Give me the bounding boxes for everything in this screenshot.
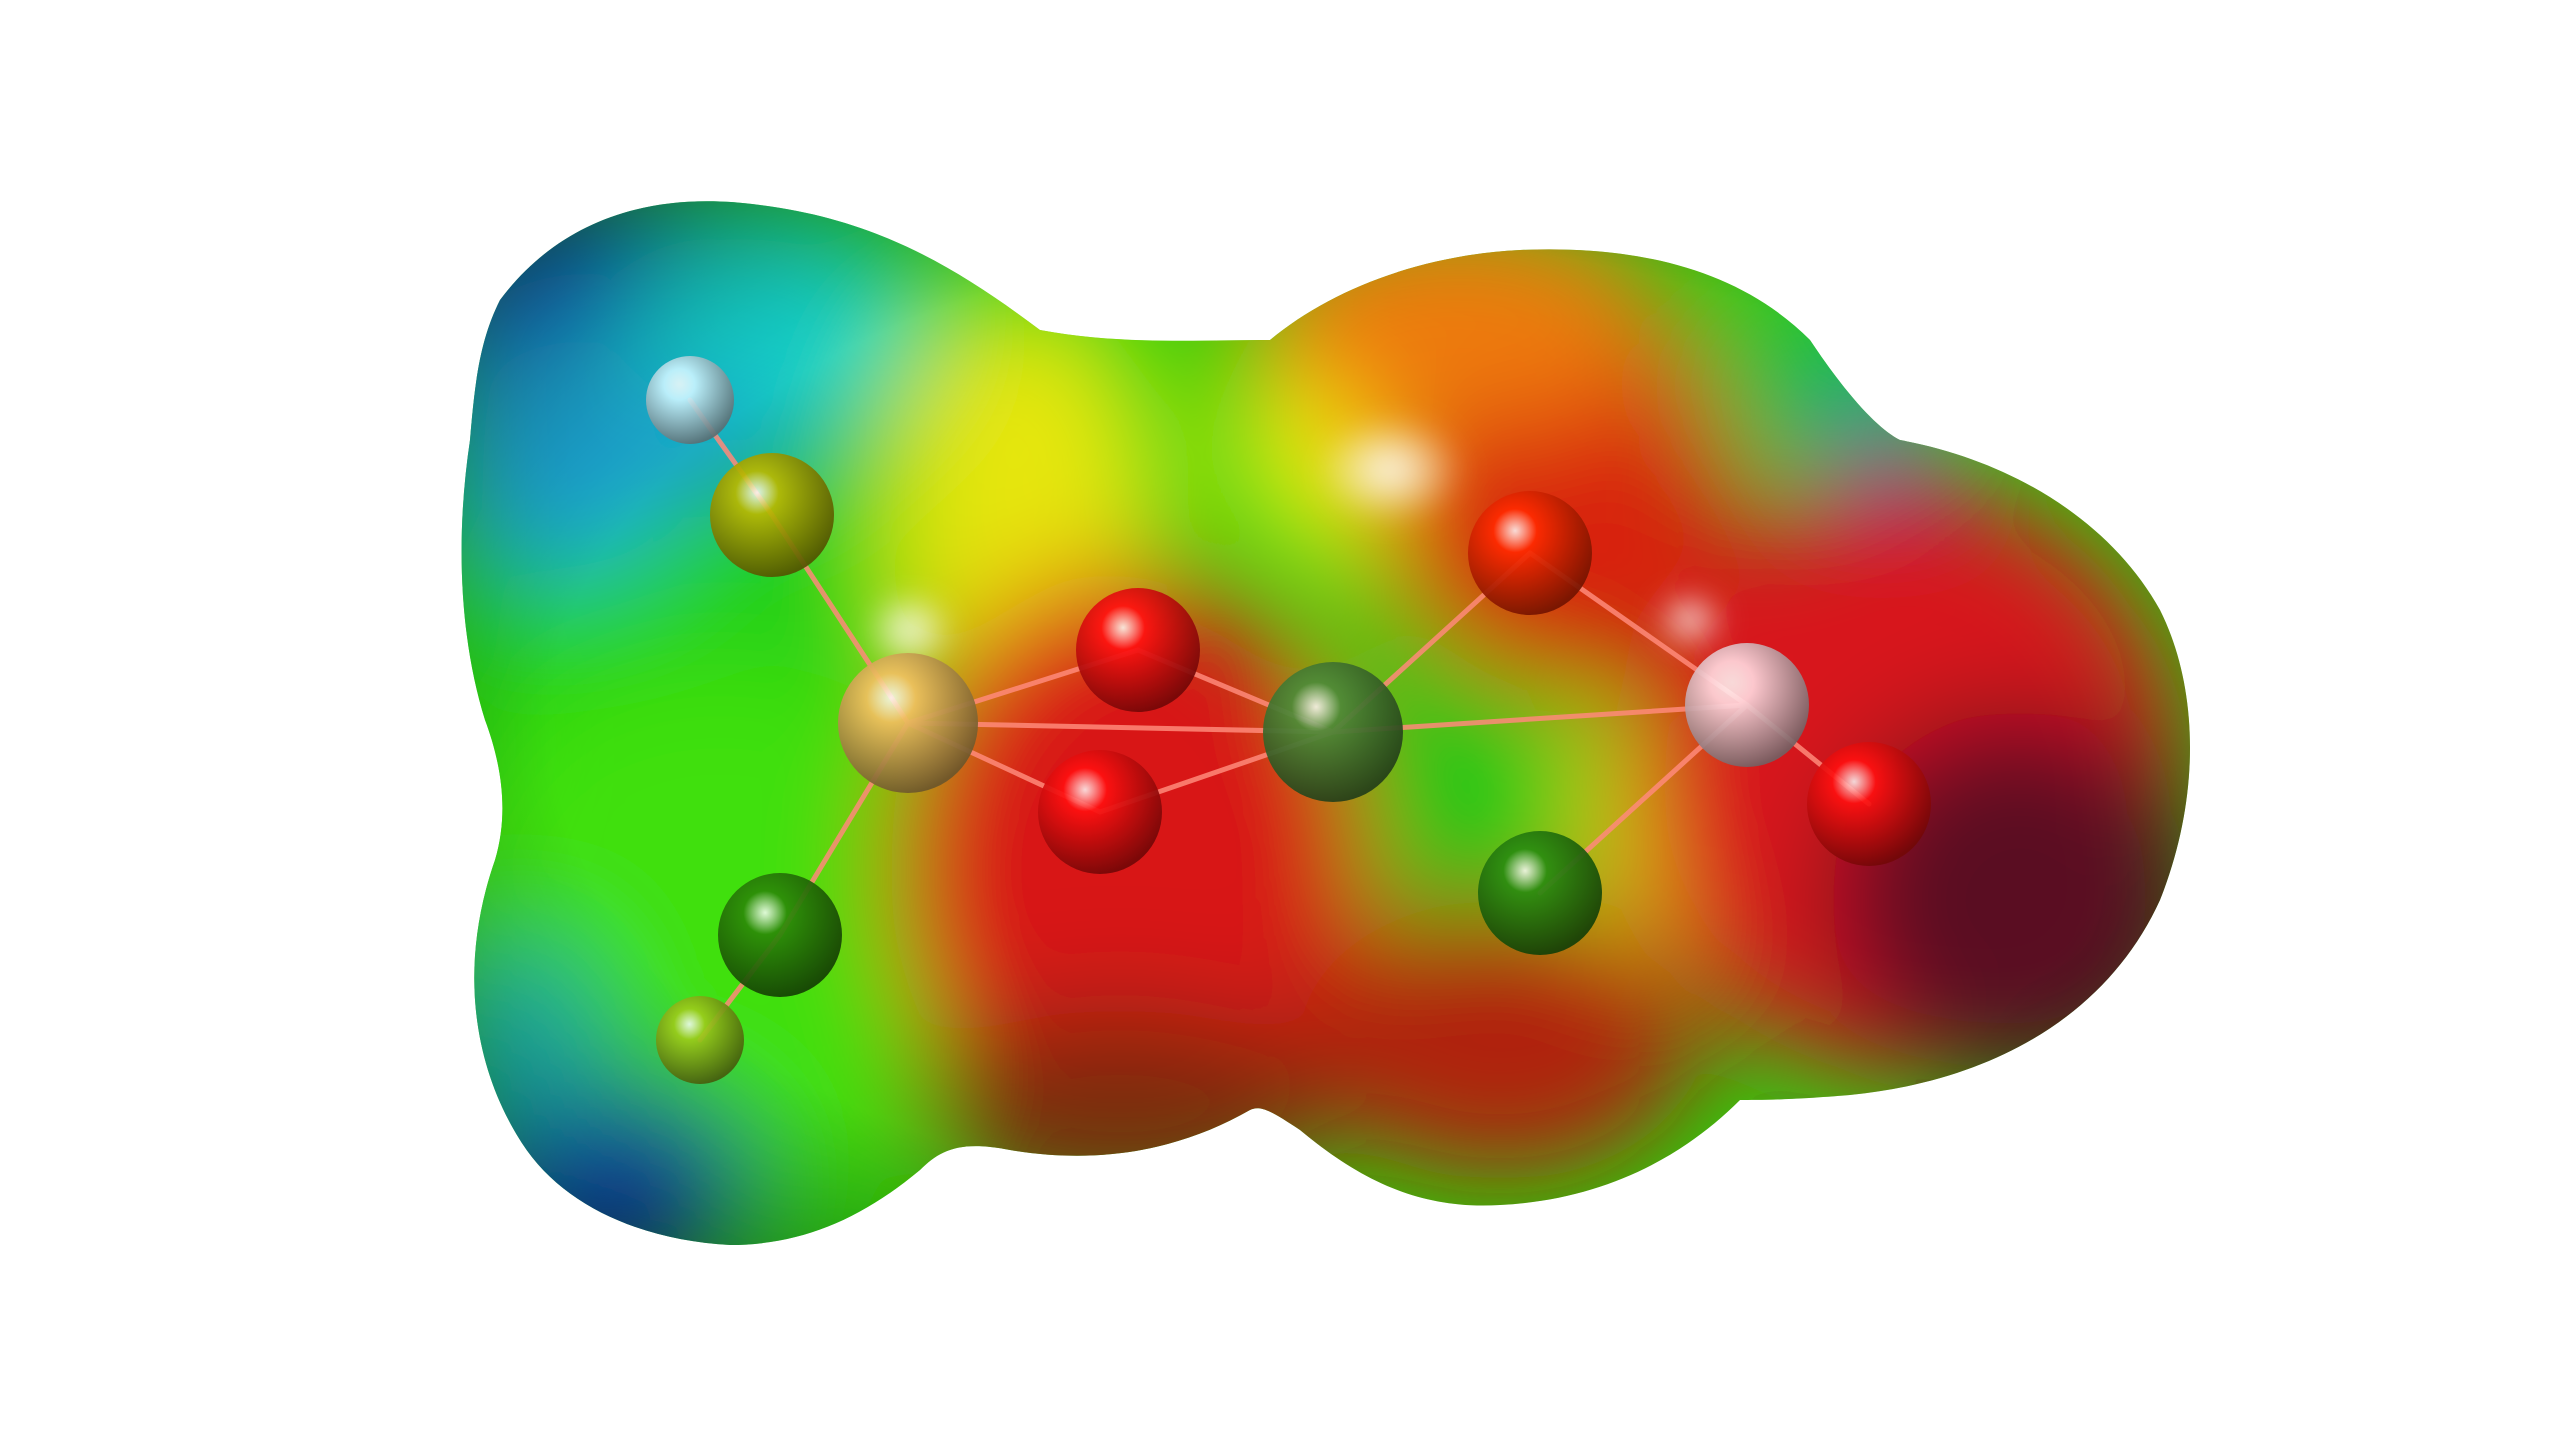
oxygen-atom-lower-center — [1038, 750, 1162, 874]
oxygen-atom-far-right — [1807, 742, 1931, 866]
carbon-atom-lower-right — [1478, 831, 1602, 955]
bond — [905, 720, 1336, 735]
hydrogen-atom-top-left — [646, 356, 734, 444]
metal-atom-center — [1263, 662, 1403, 802]
oxygen-atom-upper-center — [1076, 588, 1200, 712]
metal-atom-right — [1685, 643, 1809, 767]
carbon-atom-upper-left — [710, 453, 834, 577]
atom-layer — [646, 356, 1931, 1084]
metal-atom-left — [838, 653, 978, 793]
hydrogen-atom-bottom-left — [656, 996, 744, 1084]
carbon-atom-lower-left — [718, 873, 842, 997]
oxygen-atom-upper-right — [1468, 491, 1592, 615]
